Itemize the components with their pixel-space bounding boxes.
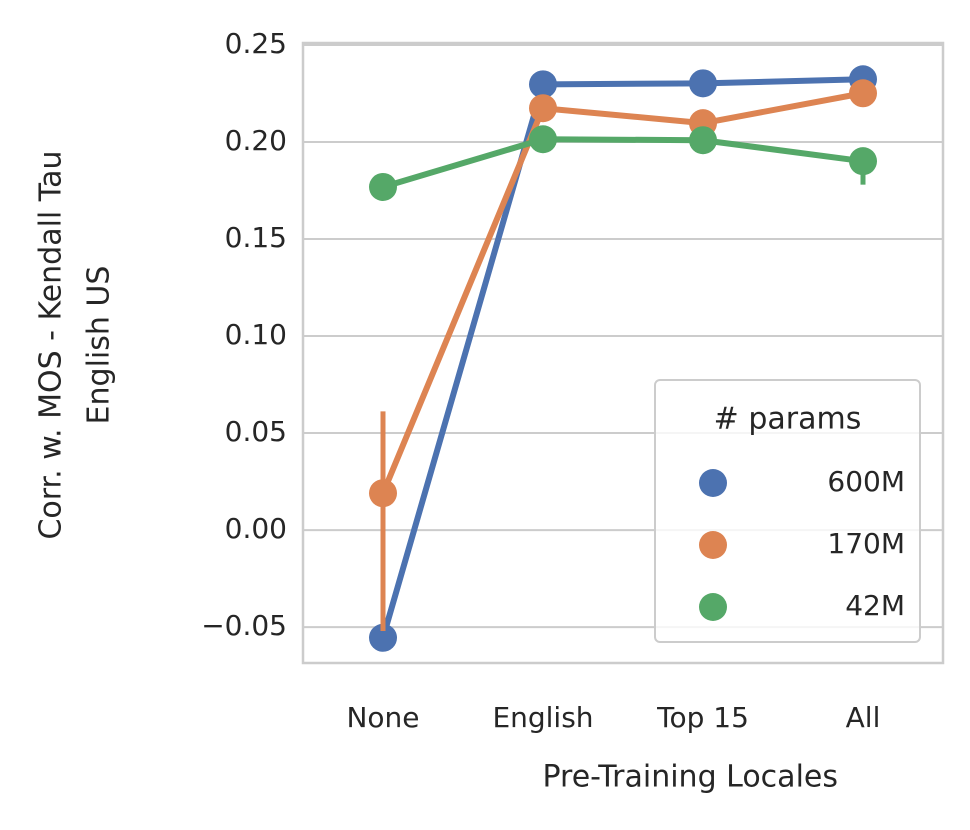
point xyxy=(529,94,557,123)
x-tick-label: Top 15 xyxy=(656,701,749,734)
y-tick-label: 0.00 xyxy=(225,512,287,545)
legend-label: 600M xyxy=(827,465,905,498)
point xyxy=(529,70,557,99)
point xyxy=(849,147,877,176)
point xyxy=(689,126,717,155)
x-tick-label: All xyxy=(846,701,881,734)
point xyxy=(689,69,717,98)
y-axis-label: English US xyxy=(82,266,117,425)
y-tick-label: 0.15 xyxy=(225,221,287,254)
legend-marker xyxy=(699,531,727,559)
y-tick-label: 0.25 xyxy=(225,27,287,60)
plot-frame xyxy=(301,41,945,665)
series-line xyxy=(380,90,864,495)
y-axis-label: Corr. w. MOS - Kendall Tau xyxy=(34,150,69,539)
legend-frame xyxy=(654,379,921,643)
y-tick-label: −0.05 xyxy=(201,609,287,642)
y-tick-label: 0.05 xyxy=(225,415,287,448)
point xyxy=(369,479,397,508)
x-tick-label: English xyxy=(492,701,593,734)
series-line xyxy=(380,76,864,639)
point xyxy=(369,623,397,652)
x-axis-label: Pre-Training Locales xyxy=(542,760,838,795)
y-tick-label: 0.20 xyxy=(225,124,287,157)
series-line xyxy=(382,136,864,190)
legend-marker xyxy=(699,469,727,497)
legend-label: 42M xyxy=(845,589,905,622)
point xyxy=(849,79,877,108)
legend-title: # params xyxy=(714,402,862,437)
x-tick-label: None xyxy=(346,701,419,734)
y-axis-label-group: Corr. w. MOS - Kendall Tau English US xyxy=(34,150,117,539)
point xyxy=(369,172,397,201)
y-tick-label: 0.10 xyxy=(225,318,287,351)
point xyxy=(529,125,557,154)
legend-marker xyxy=(699,593,727,621)
legend-label: 170M xyxy=(827,527,905,560)
